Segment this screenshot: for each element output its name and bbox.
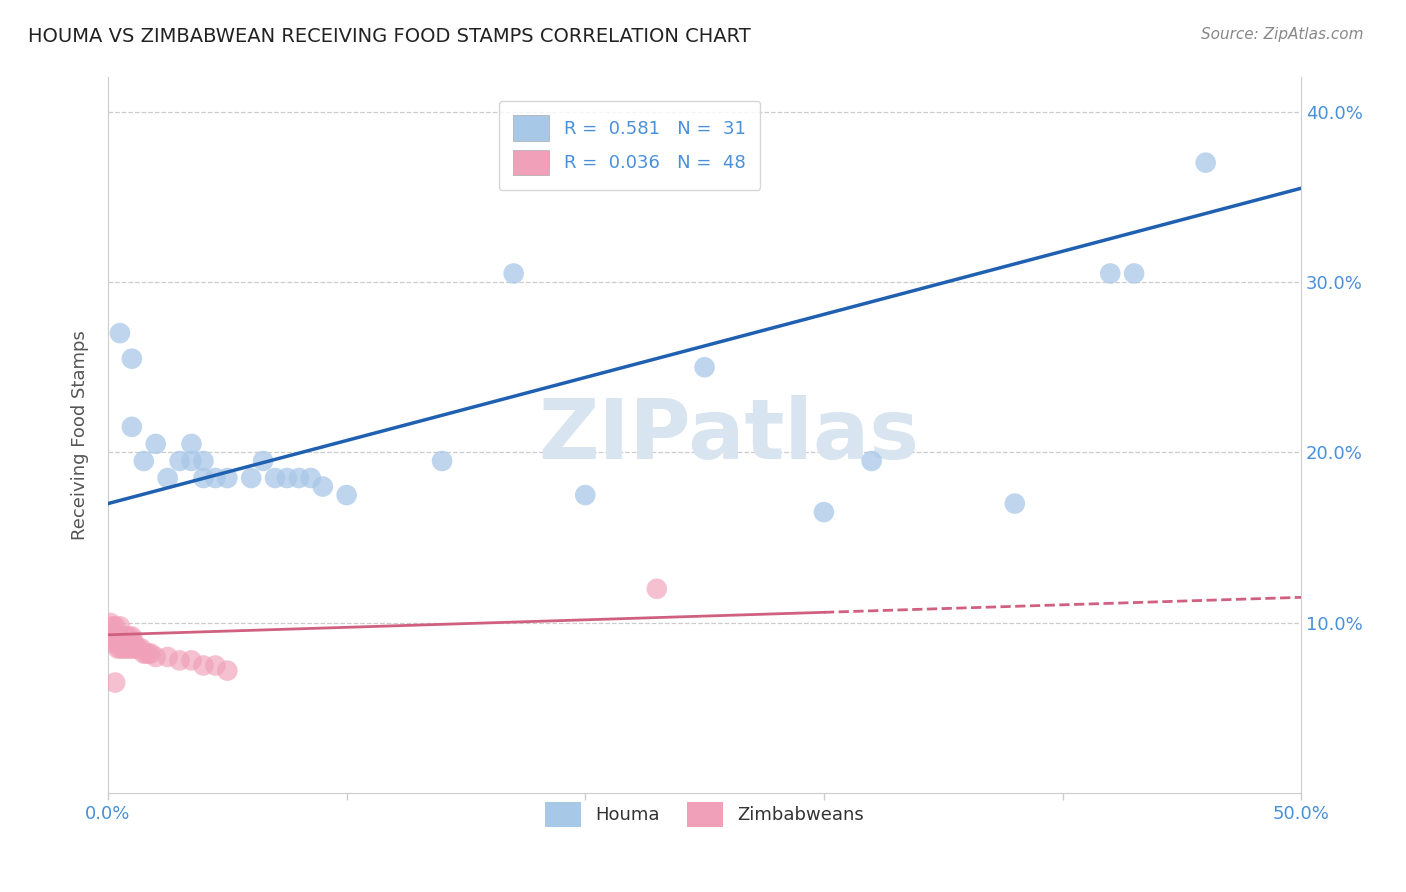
Point — [574, 488, 596, 502]
Point — [1195, 155, 1218, 169]
Point — [111, 636, 134, 650]
Point — [1123, 267, 1146, 281]
Point — [131, 641, 153, 656]
Point — [115, 636, 138, 650]
Point — [180, 454, 202, 468]
Point — [108, 636, 131, 650]
Point — [156, 650, 179, 665]
Point — [132, 647, 155, 661]
Point — [145, 437, 167, 451]
Point — [101, 630, 124, 644]
Point — [122, 641, 145, 656]
Point — [138, 647, 160, 661]
Point — [193, 658, 215, 673]
Point — [693, 360, 716, 375]
Point — [180, 437, 202, 451]
Point — [193, 454, 215, 468]
Text: HOUMA VS ZIMBABWEAN RECEIVING FOOD STAMPS CORRELATION CHART: HOUMA VS ZIMBABWEAN RECEIVING FOOD STAMP… — [28, 27, 751, 45]
Point — [1099, 267, 1122, 281]
Point — [264, 471, 287, 485]
Point — [217, 664, 239, 678]
Point — [145, 650, 167, 665]
Point — [312, 479, 335, 493]
Point — [114, 641, 136, 656]
Point — [813, 505, 835, 519]
Point — [121, 351, 143, 366]
Point — [104, 675, 127, 690]
Point — [128, 641, 150, 656]
Point — [114, 636, 136, 650]
Point — [169, 454, 191, 468]
Point — [139, 647, 162, 661]
Point — [104, 636, 127, 650]
Point — [100, 615, 122, 630]
Point — [121, 641, 143, 656]
Text: Source: ZipAtlas.com: Source: ZipAtlas.com — [1201, 27, 1364, 42]
Point — [121, 636, 143, 650]
Point — [114, 630, 136, 644]
Point — [108, 619, 131, 633]
Point — [336, 488, 359, 502]
Point — [240, 471, 263, 485]
Point — [645, 582, 668, 596]
Point — [135, 647, 157, 661]
Point — [860, 454, 883, 468]
Point — [111, 641, 134, 656]
Point — [502, 267, 524, 281]
Point — [156, 471, 179, 485]
Point — [276, 471, 298, 485]
Point — [121, 420, 143, 434]
Point — [204, 658, 226, 673]
Point — [115, 630, 138, 644]
Point — [104, 630, 127, 644]
Text: ZIPatlas: ZIPatlas — [538, 395, 920, 476]
Point — [430, 454, 453, 468]
Point — [101, 619, 124, 633]
Point — [108, 326, 131, 340]
Point — [121, 630, 143, 644]
Point — [107, 641, 129, 656]
Point — [132, 454, 155, 468]
Point — [107, 630, 129, 644]
Point — [118, 641, 141, 656]
Point — [104, 619, 127, 633]
Point — [217, 471, 239, 485]
Point — [288, 471, 311, 485]
Point — [122, 636, 145, 650]
Point — [111, 630, 134, 644]
Point — [118, 636, 141, 650]
Point — [193, 471, 215, 485]
Y-axis label: Receiving Food Stamps: Receiving Food Stamps — [72, 330, 89, 541]
Point — [125, 641, 148, 656]
Point — [252, 454, 274, 468]
Point — [180, 653, 202, 667]
Point — [107, 636, 129, 650]
Point — [100, 624, 122, 639]
Legend: Houma, Zimbabweans: Houma, Zimbabweans — [537, 795, 872, 834]
Point — [169, 653, 191, 667]
Point — [108, 630, 131, 644]
Point — [299, 471, 322, 485]
Point — [115, 641, 138, 656]
Point — [107, 636, 129, 650]
Point — [1004, 497, 1026, 511]
Point — [108, 641, 131, 656]
Point — [204, 471, 226, 485]
Point — [118, 630, 141, 644]
